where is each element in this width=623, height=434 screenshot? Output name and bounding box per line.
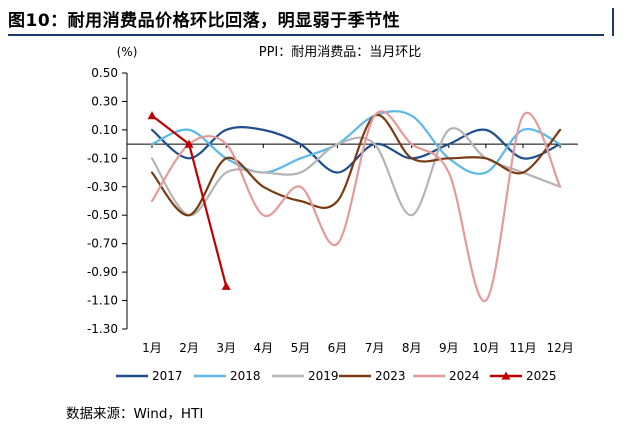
y-axis-unit: (%) — [117, 45, 138, 59]
series-line-2018 — [150, 110, 562, 175]
y-axis: 0.50 0.30 0.10 -0.10 -0.30 -0.50 -0.70 -0.90 -1.… — [87, 66, 128, 336]
legend-label-2017: 2017 — [152, 369, 183, 383]
x-tick-label: 4月 — [253, 341, 273, 355]
legend-label-2019: 2019 — [308, 369, 339, 383]
y-tick-label: 0.10 — [91, 123, 118, 137]
x-axis: 1月 2月 3月 4月 5月 6月 7月 8月 9月 10月 11月 12月 — [127, 143, 578, 355]
legend: 2017 2018 2019 2023 2024 2025 — [116, 369, 557, 383]
x-tick-label: 3月 — [216, 341, 236, 355]
series-line-2017 — [150, 126, 562, 174]
adjacent-panel-edge — [612, 8, 614, 36]
y-tick-label: 0.50 — [91, 66, 118, 80]
x-tick-label: 2月 — [179, 341, 199, 355]
x-tick-label: 9月 — [439, 341, 459, 355]
data-point-2025 — [221, 281, 231, 290]
x-tick-label: 6月 — [328, 341, 348, 355]
legend-label-2018: 2018 — [230, 369, 261, 383]
x-tick-label: 5月 — [291, 341, 311, 355]
x-tick-label: 1月 — [142, 341, 162, 355]
y-tick-label: -0.30 — [87, 180, 118, 194]
chart-title: PPI：耐用消费品：当月环比 — [259, 45, 422, 60]
y-tick-label: 0.30 — [91, 94, 118, 108]
figure-title: 图10：耐用消费品价格环比回落，明显弱于季节性 — [8, 11, 401, 31]
series-layer — [147, 110, 562, 302]
title-divider — [8, 34, 604, 36]
y-tick-label: -0.10 — [87, 151, 118, 165]
series-line-2024 — [150, 110, 562, 302]
y-tick-label: -1.30 — [87, 322, 118, 336]
y-tick-label: -1.10 — [87, 294, 118, 308]
legend-label-2025: 2025 — [526, 369, 557, 383]
series-line-2023 — [150, 113, 562, 217]
y-tick-label: -0.90 — [87, 265, 118, 279]
x-tick-label: 12月 — [546, 341, 573, 355]
y-tick-label: -0.50 — [87, 208, 118, 222]
x-tick-label: 7月 — [365, 341, 385, 355]
legend-marker-2025 — [501, 371, 511, 380]
data-point-2025 — [147, 111, 157, 120]
y-tick-label: -0.70 — [87, 237, 118, 251]
data-point-2025 — [184, 139, 194, 148]
x-tick-label: 8月 — [402, 341, 422, 355]
legend-label-2023: 2023 — [375, 369, 406, 383]
x-tick-label: 10月 — [472, 341, 499, 355]
x-tick-label: 11月 — [509, 341, 536, 355]
data-source: 数据来源：Wind，HTI — [66, 406, 204, 422]
legend-label-2024: 2024 — [449, 369, 480, 383]
